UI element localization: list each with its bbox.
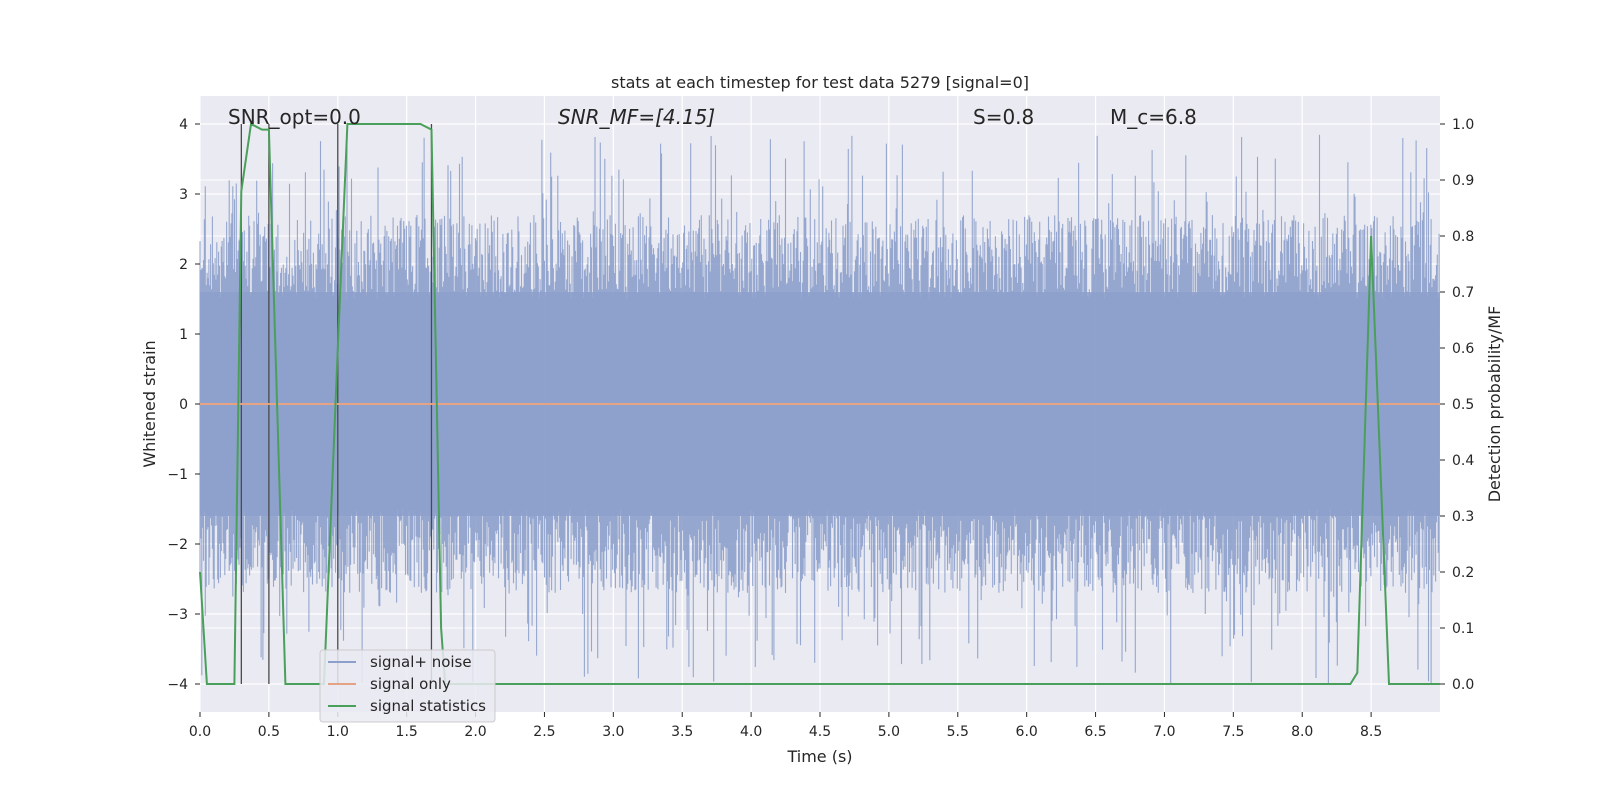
y-tick-label: 2	[179, 257, 188, 273]
legend-label-noise: signal+ noise	[370, 653, 472, 671]
y-tick-label: −1	[167, 467, 188, 483]
legend: signal+ noise signal only signal statist…	[319, 649, 496, 723]
x-tick-label: 4.5	[809, 724, 831, 740]
annotation-snr-mf: SNR_MF=[4.15]	[558, 105, 715, 129]
x-tick-label: 6.0	[1016, 724, 1038, 740]
y-tick-label: −4	[167, 677, 188, 693]
annotation-snr-opt: SNR_opt=0.0	[228, 105, 361, 129]
y-right-tick-label: 0.8	[1452, 229, 1474, 245]
y-right-tick-label: 1.0	[1452, 117, 1474, 133]
signal-statistics-line	[199, 122, 1440, 685]
y-tick-label: −3	[167, 607, 188, 623]
x-tick-label: 7.0	[1153, 724, 1175, 740]
y-tick-label: −2	[167, 537, 188, 553]
y-axis-right-label: Detection probability/MF	[1485, 306, 1504, 503]
x-tick-label: 8.5	[1360, 724, 1382, 740]
x-tick-label: 7.5	[1222, 724, 1244, 740]
y-tick-label: 4	[179, 117, 188, 133]
x-tick-label: 1.0	[327, 724, 349, 740]
x-tick-label: 2.0	[464, 724, 486, 740]
y-right-tick-label: 0.6	[1452, 341, 1474, 357]
y-tick-label: 3	[179, 187, 188, 203]
y-right-tick-label: 0.7	[1452, 285, 1474, 301]
x-tick-label: 8.0	[1291, 724, 1313, 740]
x-tick-label: 3.0	[602, 724, 624, 740]
y-right-tick-label: 0.9	[1452, 173, 1474, 189]
x-tick-label: 5.5	[947, 724, 969, 740]
x-tick-label: 1.5	[396, 724, 418, 740]
annotation-s: S=0.8	[973, 105, 1034, 129]
x-tick-label: 5.0	[878, 724, 900, 740]
y-right-tick-label: 0.1	[1452, 621, 1474, 637]
x-tick-label: 0.0	[189, 724, 211, 740]
y-right-tick-label: 0.0	[1452, 677, 1474, 693]
x-axis-label: Time (s)	[786, 747, 852, 766]
x-tick-label: 6.5	[1084, 724, 1106, 740]
y-axis-label: Whitened strain	[140, 340, 159, 467]
annotation-mc: M_c=6.8	[1110, 105, 1197, 129]
y-right-tick-label: 0.2	[1452, 565, 1474, 581]
y-right-tick-label: 0.4	[1452, 453, 1474, 469]
legend-label-statistics: signal statistics	[370, 697, 486, 715]
overlay-series	[199, 122, 1440, 685]
y-right-tick-label: 0.5	[1452, 397, 1474, 413]
y-right-tick-label: 0.3	[1452, 509, 1474, 525]
x-tick-label: 2.5	[533, 724, 555, 740]
chart-title: stats at each timestep for test data 527…	[611, 73, 1029, 92]
y-tick-label: 0	[179, 397, 188, 413]
x-tick-label: 3.5	[671, 724, 693, 740]
y-tick-label: 1	[179, 327, 188, 343]
axes: 0.0 0.5 1.0 1.5 2.0 2.5 3.0 3.5 4.0 4.5 5.0 5.5 6.0 6…	[167, 117, 1474, 740]
legend-box	[319, 649, 496, 723]
x-tick-label: 4.0	[740, 724, 762, 740]
x-tick-label: 0.5	[258, 724, 280, 740]
legend-label-signal: signal only	[370, 675, 451, 693]
